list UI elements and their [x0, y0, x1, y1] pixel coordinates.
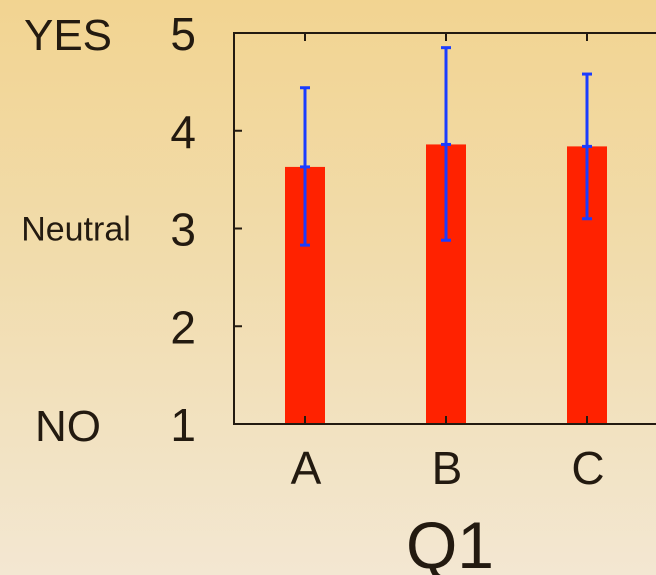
error-bar-B — [441, 46, 451, 242]
y-text-label-neutral: Neutral — [21, 211, 131, 249]
y-text-labels-group: YES Neutral NO — [21, 11, 131, 451]
y-tick-label: 1 — [170, 399, 196, 451]
y-tick-label: 3 — [170, 204, 196, 256]
y-text-label-yes: YES — [24, 11, 112, 60]
error-bar-A — [300, 86, 310, 247]
y-ticks-group: 1 2 3 4 5 — [170, 8, 242, 451]
error-bar-C — [582, 72, 592, 221]
x-axis-label: Q1 — [406, 508, 494, 575]
x-ticks-group: A B C — [291, 33, 605, 494]
y-tick-label: 2 — [170, 301, 196, 353]
x-tick-label: C — [571, 442, 604, 494]
y-text-label-no: NO — [35, 402, 101, 451]
x-tick-label: A — [291, 442, 322, 494]
error-bars-group — [300, 46, 592, 247]
x-tick-label: B — [432, 442, 463, 494]
y-tick-label: 4 — [170, 106, 196, 158]
y-tick-label: 5 — [170, 8, 196, 60]
